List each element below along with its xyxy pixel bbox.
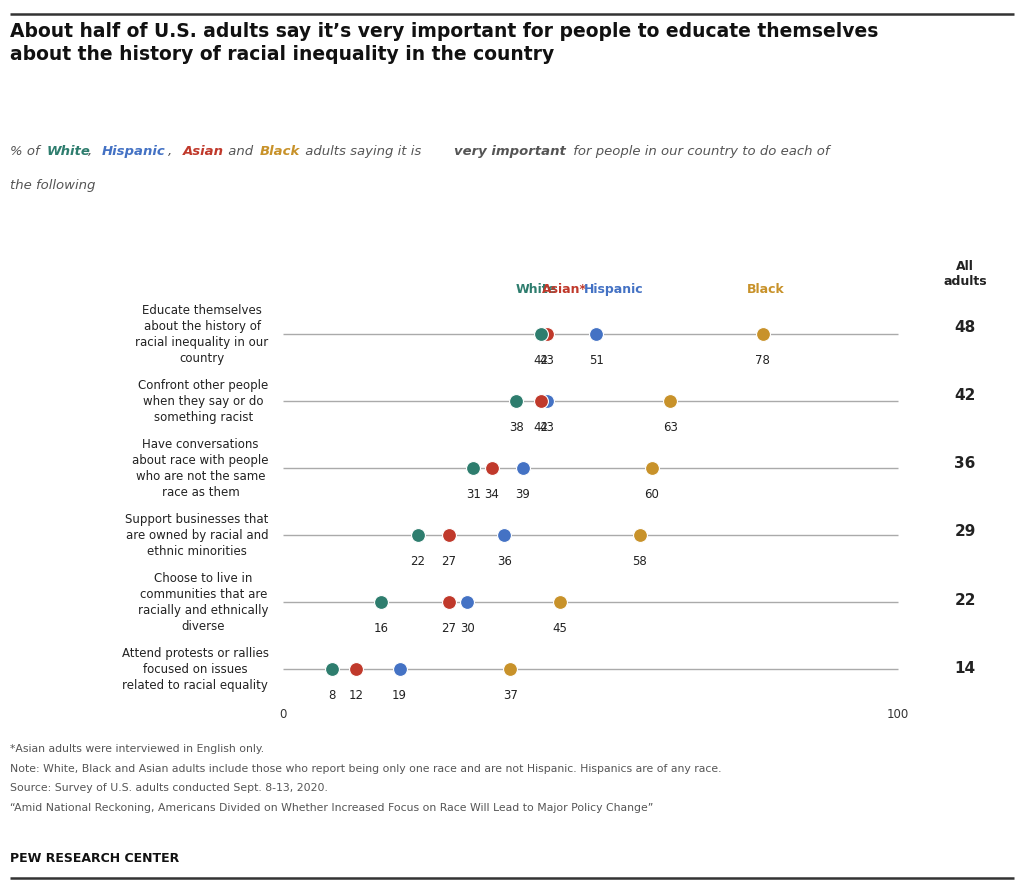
Text: *Asian adults were interviewed in English only.: *Asian adults were interviewed in Englis… (10, 744, 264, 754)
Text: Support businesses that
are owned by racial and
ethnic minorities: Support businesses that are owned by rac… (125, 513, 268, 558)
Text: Asian: Asian (182, 145, 223, 157)
Point (663, 394, 679, 408)
Text: and: and (224, 145, 257, 157)
Text: 36: 36 (497, 555, 512, 568)
Text: 19: 19 (392, 690, 408, 702)
Text: Choose to live in
communities that are
racially and ethnically
diverse: Choose to live in communities that are r… (138, 572, 268, 633)
Text: 31: 31 (466, 488, 481, 501)
Text: White: White (515, 283, 557, 296)
Text: 27: 27 (441, 555, 457, 568)
Point (539, 394, 555, 408)
Text: Asian*: Asian* (542, 283, 587, 296)
Point (348, 662, 365, 676)
Point (440, 528, 457, 542)
Text: 37: 37 (503, 690, 518, 702)
Text: White: White (46, 145, 90, 157)
Point (632, 528, 648, 542)
Text: adults saying it is: adults saying it is (301, 145, 426, 157)
Text: 43: 43 (540, 354, 555, 367)
Text: Source: Survey of U.S. adults conducted Sept. 8-13, 2020.: Source: Survey of U.S. adults conducted … (10, 783, 328, 793)
Text: 100: 100 (887, 708, 909, 720)
Text: All
adults: All adults (943, 260, 987, 288)
Text: ,: , (168, 145, 177, 157)
Point (459, 595, 475, 609)
Text: “Amid National Reckoning, Americans Divided on Whether Increased Focus on Race W: “Amid National Reckoning, Americans Divi… (10, 803, 653, 812)
Text: About half of U.S. adults say it’s very important for people to educate themselv: About half of U.S. adults say it’s very … (10, 22, 879, 64)
Text: 48: 48 (954, 320, 976, 335)
Text: the following: the following (10, 179, 95, 192)
Text: Confront other people
when they say or do
something racist: Confront other people when they say or d… (138, 378, 268, 423)
Text: 43: 43 (540, 422, 555, 434)
Text: 12: 12 (349, 690, 364, 702)
Text: very important: very important (454, 145, 565, 157)
Point (508, 394, 524, 408)
Text: 36: 36 (954, 456, 976, 471)
Point (496, 528, 512, 542)
Text: 16: 16 (374, 622, 388, 635)
Text: 78: 78 (755, 354, 770, 367)
Text: 14: 14 (954, 660, 976, 675)
Text: 63: 63 (663, 422, 678, 434)
Text: 45: 45 (552, 622, 567, 635)
Point (483, 461, 500, 476)
Text: 0: 0 (279, 708, 287, 720)
Text: Educate themselves
about the history of
racial inequality in our
country: Educate themselves about the history of … (135, 304, 268, 365)
Point (410, 528, 426, 542)
Text: 58: 58 (632, 555, 647, 568)
Text: 42: 42 (954, 388, 976, 403)
Point (502, 662, 518, 676)
Point (532, 327, 549, 341)
Text: 42: 42 (534, 354, 549, 367)
Text: 39: 39 (515, 488, 530, 501)
Point (588, 327, 604, 341)
Text: 22: 22 (954, 592, 976, 607)
Text: for people in our country to do each of: for people in our country to do each of (569, 145, 829, 157)
Text: Hispanic: Hispanic (584, 283, 644, 296)
Point (551, 595, 567, 609)
Text: 42: 42 (534, 422, 549, 434)
Point (373, 595, 389, 609)
Text: Have conversations
about race with people
who are not the same
race as them: Have conversations about race with peopl… (132, 438, 268, 499)
Text: Attend protests or rallies
focused on issues
related to racial equality: Attend protests or rallies focused on is… (122, 646, 268, 691)
Text: % of: % of (10, 145, 44, 157)
Text: 27: 27 (441, 622, 457, 635)
Point (514, 461, 530, 476)
Text: PEW RESEARCH CENTER: PEW RESEARCH CENTER (10, 851, 179, 865)
Point (644, 461, 660, 476)
Text: Hispanic: Hispanic (102, 145, 166, 157)
Text: 60: 60 (644, 488, 659, 501)
Text: Note: White, Black and Asian adults include those who report being only one race: Note: White, Black and Asian adults incl… (10, 764, 722, 774)
Text: 51: 51 (589, 354, 604, 367)
Point (324, 662, 340, 676)
Point (539, 327, 555, 341)
Text: 30: 30 (460, 622, 475, 635)
Text: 22: 22 (411, 555, 426, 568)
Text: 38: 38 (509, 422, 524, 434)
Point (532, 394, 549, 408)
Text: ,: , (88, 145, 96, 157)
Text: 8: 8 (328, 690, 336, 702)
Point (440, 595, 457, 609)
Text: 34: 34 (484, 488, 500, 501)
Point (391, 662, 408, 676)
Point (465, 461, 481, 476)
Text: Black: Black (260, 145, 300, 157)
Point (755, 327, 771, 341)
Text: 29: 29 (954, 524, 976, 539)
Text: Black: Black (748, 283, 785, 296)
